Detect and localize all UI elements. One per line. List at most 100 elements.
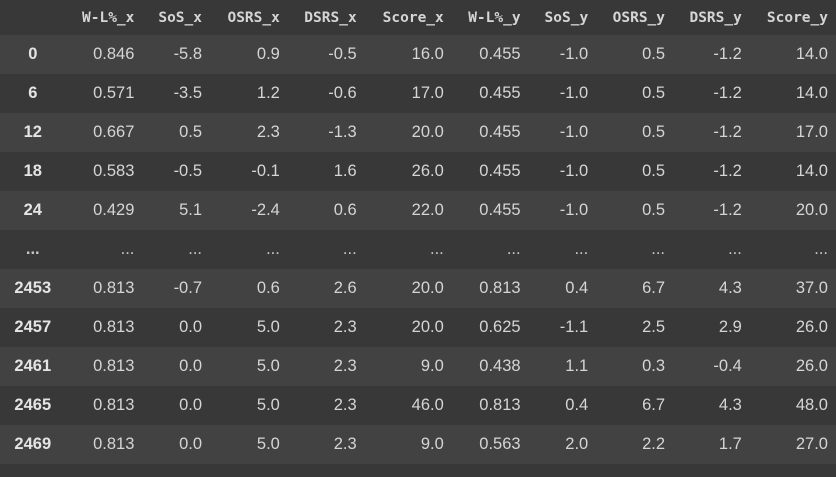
- table-cell: 2.3: [256, 123, 280, 141]
- table-cell: 48.0: [795, 396, 828, 414]
- table-cell: 14.0: [795, 84, 828, 102]
- table-cell: 0.0: [179, 318, 202, 336]
- table-cell: 5.0: [256, 396, 280, 414]
- table-cell: 1.2: [256, 84, 280, 102]
- table-cell: ...: [651, 240, 666, 258]
- row-index: ...: [25, 240, 40, 258]
- table-cell: 1.1: [565, 357, 589, 375]
- table-cell: 2.2: [642, 435, 666, 453]
- table-cell: 0.6: [333, 201, 357, 219]
- table-cell: 0.455: [479, 201, 521, 219]
- column-header: W-L%_x: [65, 0, 143, 35]
- table-cell: 0.625: [479, 318, 521, 336]
- dataframe-table: W-L%_x SoS_x OSRS_x DSRS_x Score_x W-L%_…: [0, 0, 836, 464]
- table-cell: 9.0: [420, 435, 444, 453]
- table-cell: 0.5: [642, 162, 666, 180]
- table-cell: 0.455: [479, 162, 521, 180]
- table-cell: -0.6: [328, 84, 357, 102]
- table-cell: 0.3: [642, 357, 666, 375]
- table-cell: ...: [430, 240, 444, 258]
- table-cell: 0.5: [642, 45, 666, 63]
- table-cell: 27.0: [795, 435, 828, 453]
- table-cell: 22.0: [411, 201, 444, 219]
- table-cell: 0.813: [93, 279, 135, 297]
- table-cell: 2.3: [333, 357, 357, 375]
- row-index: 12: [23, 123, 42, 141]
- table-cell: 26.0: [795, 357, 828, 375]
- table-cell: 0.0: [179, 396, 202, 414]
- table-cell: 0.429: [93, 201, 135, 219]
- table-cell: 0.5: [642, 123, 666, 141]
- table-cell: 2.0: [565, 435, 589, 453]
- table-cell: 14.0: [795, 162, 828, 180]
- table-row: 24 0.429 5.1 -2.4 0.6 22.0 0.455 -1.0 0.…: [0, 191, 836, 230]
- table-cell: 2.9: [718, 318, 742, 336]
- column-header: OSRS_y: [596, 0, 674, 35]
- table-cell: 20.0: [795, 201, 828, 219]
- table-cell: 0.563: [479, 435, 521, 453]
- table-row: 12 0.667 0.5 2.3 -1.3 20.0 0.455 -1.0 0.…: [0, 113, 836, 152]
- table-cell: ...: [120, 240, 135, 258]
- table-cell: 17.0: [411, 84, 444, 102]
- table-cell: 0.455: [479, 123, 521, 141]
- table-cell: 2.5: [642, 318, 666, 336]
- table-cell: 4.3: [718, 279, 742, 297]
- table-cell: 0.846: [93, 45, 135, 63]
- row-index: 24: [23, 201, 42, 219]
- table-cell: -1.3: [328, 123, 357, 141]
- table-cell: -1.2: [713, 84, 742, 102]
- table-cell: 1.7: [718, 435, 742, 453]
- table-cell: 2.3: [333, 318, 357, 336]
- table-cell: -1.2: [713, 123, 742, 141]
- table-cell: -1.0: [559, 162, 589, 180]
- table-cell: ...: [506, 240, 521, 258]
- table-cell: 26.0: [411, 162, 444, 180]
- row-index: 6: [28, 84, 38, 102]
- table-cell: ...: [574, 240, 589, 258]
- table-cell: -0.5: [328, 45, 357, 63]
- table-cell: 16.0: [411, 45, 444, 63]
- table-cell: -0.7: [173, 279, 202, 297]
- table-cell: 0.455: [479, 45, 521, 63]
- table-cell: 20.0: [411, 279, 444, 297]
- table-cell: 0.4: [565, 279, 589, 297]
- row-index: 2453: [14, 279, 52, 297]
- row-index: 0: [28, 45, 38, 63]
- table-cell: -0.1: [251, 162, 280, 180]
- table-cell: 0.5: [642, 84, 666, 102]
- table-cell: 0.5: [179, 123, 202, 141]
- table-row: 18 0.583 -0.5 -0.1 1.6 26.0 0.455 -1.0 0…: [0, 152, 836, 191]
- row-index: 2461: [14, 357, 52, 375]
- table-cell: 2.3: [333, 435, 357, 453]
- row-index: 2457: [14, 318, 52, 336]
- table-cell: 0.583: [93, 162, 135, 180]
- table-cell: ...: [814, 240, 828, 258]
- table-cell: 0.5: [642, 201, 666, 219]
- table-cell: 14.0: [795, 45, 828, 63]
- table-cell: -1.2: [713, 45, 742, 63]
- table-cell: 0.813: [479, 396, 521, 414]
- table-cell: 0.0: [179, 435, 202, 453]
- table-cell: 37.0: [795, 279, 828, 297]
- table-cell: -1.0: [559, 123, 589, 141]
- table-cell: 0.813: [93, 435, 135, 453]
- table-cell: 5.0: [256, 318, 280, 336]
- table-cell: -2.4: [251, 201, 280, 219]
- table-cell: -1.2: [713, 162, 742, 180]
- table-cell: 6.7: [642, 279, 666, 297]
- column-header: W-L%_y: [451, 0, 529, 35]
- table-row: 2469 0.813 0.0 5.0 2.3 9.0 0.563 2.0 2.2…: [0, 425, 836, 464]
- column-header: OSRS_x: [210, 0, 288, 35]
- header-row: W-L%_x SoS_x OSRS_x DSRS_x Score_x W-L%_…: [0, 0, 836, 35]
- table-cell: ...: [188, 240, 202, 258]
- table-cell: -1.2: [713, 201, 742, 219]
- index-header: [0, 0, 66, 35]
- table-cell: 26.0: [795, 318, 828, 336]
- table-cell: 0.0: [179, 357, 202, 375]
- table-cell: 2.6: [333, 279, 357, 297]
- table-cell: 2.3: [333, 396, 357, 414]
- table-cell: 0.9: [256, 45, 280, 63]
- row-index: 2465: [14, 396, 52, 414]
- table-cell: 9.0: [420, 357, 444, 375]
